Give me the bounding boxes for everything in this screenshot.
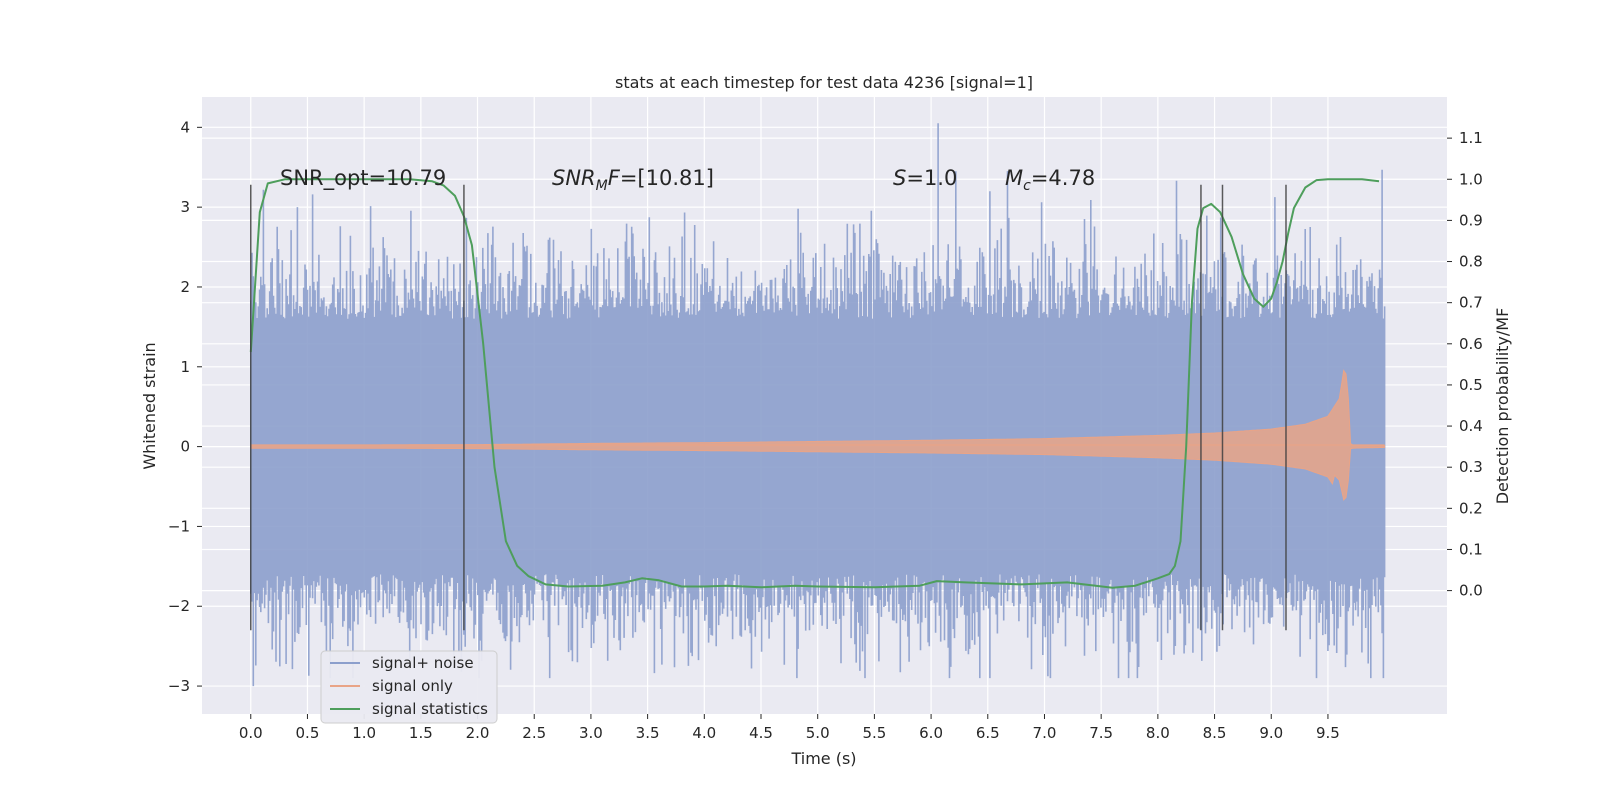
annotation-snr-mf: SNRMF=[10.81] bbox=[552, 166, 714, 194]
series-signal-statistics bbox=[249, 178, 1380, 589]
y2-tick-label: 1.0 bbox=[1459, 170, 1483, 188]
x-tick-label: 5.5 bbox=[862, 724, 886, 742]
y2-tick-label: 0.7 bbox=[1459, 294, 1483, 312]
y2-tick-label: 0.9 bbox=[1459, 211, 1483, 229]
y-tick-label: −2 bbox=[168, 597, 190, 615]
x-axis-label: Time (s) bbox=[790, 749, 856, 768]
legend: signal+ noise signal only signal statist… bbox=[320, 650, 498, 724]
y2-tick-label: 0.5 bbox=[1459, 376, 1483, 394]
x-tick-label: 6.5 bbox=[976, 724, 1000, 742]
y2-tick-label: 0.1 bbox=[1459, 540, 1483, 558]
y2-tick-label: 0.2 bbox=[1459, 499, 1483, 517]
y2-tick-label: 1.1 bbox=[1459, 129, 1483, 147]
y2-tick-label: 0.6 bbox=[1459, 335, 1483, 353]
y2-tick-label: 0.8 bbox=[1459, 253, 1483, 271]
legend-label-signal-only: signal only bbox=[372, 677, 453, 695]
axis-layer: 0.0 0.5 1.0 1.5 2.0 2.5 3.0 3.5 4.0 4.5 5.0 5.5 6.0 6… bbox=[168, 118, 1483, 742]
series-signal-only bbox=[250, 369, 1386, 501]
y-tick-label: −1 bbox=[168, 517, 190, 535]
x-tick-label: 1.0 bbox=[352, 724, 376, 742]
y2-tick-label: 0.3 bbox=[1459, 458, 1483, 476]
x-tick-label: 5.0 bbox=[806, 724, 830, 742]
y-tick-label: 2 bbox=[180, 278, 190, 296]
x-tick-label: 4.5 bbox=[749, 724, 773, 742]
x-tick-label: 2.5 bbox=[522, 724, 546, 742]
y-tick-label: 1 bbox=[180, 358, 190, 376]
x-tick-label: 1.5 bbox=[409, 724, 433, 742]
x-tick-label: 2.0 bbox=[466, 724, 490, 742]
x-tick-label: 9.5 bbox=[1316, 724, 1340, 742]
x-tick-label: 7.5 bbox=[1089, 724, 1113, 742]
x-tick-label: 4.0 bbox=[692, 724, 716, 742]
x-tick-label: 8.5 bbox=[1203, 724, 1227, 742]
x-tick-label: 6.0 bbox=[919, 724, 943, 742]
legend-label-signal-noise: signal+ noise bbox=[372, 654, 474, 672]
chart-title: stats at each timestep for test data 423… bbox=[615, 73, 1033, 92]
x-tick-label: 0.5 bbox=[296, 724, 320, 742]
legend-label-signal-statistics: signal statistics bbox=[372, 700, 488, 718]
annotation-mc: Mc=4.78 bbox=[1005, 166, 1095, 194]
y-tick-label: 3 bbox=[180, 198, 190, 216]
legend-box bbox=[320, 650, 498, 724]
y-tick-label: 4 bbox=[180, 118, 190, 136]
x-tick-label: 9.0 bbox=[1259, 724, 1283, 742]
x-tick-label: 0.0 bbox=[239, 724, 263, 742]
y2-axis-label: Detection probability/MF bbox=[1493, 308, 1512, 505]
y2-tick-label: 0.0 bbox=[1459, 582, 1483, 600]
x-tick-label: 8.0 bbox=[1146, 724, 1170, 742]
annotation-s: S=1.0 bbox=[893, 166, 957, 190]
x-tick-label: 3.0 bbox=[579, 724, 603, 742]
x-tick-label: 3.5 bbox=[636, 724, 660, 742]
series-layer bbox=[249, 123, 1386, 687]
y-tick-label: 0 bbox=[180, 438, 190, 456]
y2-tick-label: 0.4 bbox=[1459, 417, 1483, 435]
y-axis-label: Whitened strain bbox=[140, 342, 159, 469]
x-tick-label: 7.0 bbox=[1033, 724, 1057, 742]
vline-layer bbox=[250, 184, 1287, 631]
y-tick-label: −3 bbox=[168, 677, 190, 695]
annotation-snr-opt: SNR_opt=10.79 bbox=[280, 166, 446, 191]
